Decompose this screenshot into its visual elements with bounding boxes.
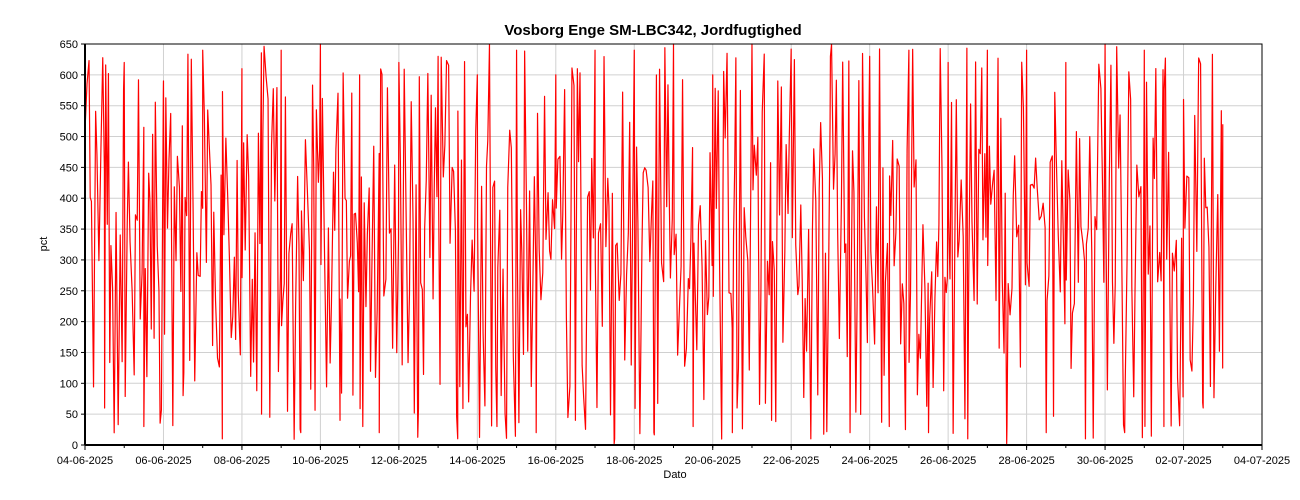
- x-tick-label: 10-06-2025: [292, 455, 348, 467]
- y-tick-label: 650: [60, 39, 78, 51]
- y-tick-label: 0: [72, 440, 78, 452]
- y-tick-label: 600: [60, 70, 78, 82]
- x-tick-label: 14-06-2025: [449, 455, 505, 467]
- y-tick-label: 450: [60, 162, 78, 174]
- y-tick-label: 550: [60, 101, 78, 113]
- y-axis-ticks: 0 50 100 150 200 250 300 350 400 450 500 550 600 650: [60, 39, 85, 452]
- series-line: [84, 43, 1224, 445]
- x-tick-label: 18-06-2025: [606, 455, 662, 467]
- x-tick-label: 08-06-2025: [214, 455, 270, 467]
- x-tick-label: 22-06-2025: [763, 455, 819, 467]
- x-tick-label: 16-06-2025: [528, 455, 584, 467]
- y-tick-label: 350: [60, 224, 78, 236]
- y-tick-label: 500: [60, 132, 78, 144]
- y-tick-label: 300: [60, 255, 78, 267]
- x-tick-label: 24-06-2025: [842, 455, 898, 467]
- x-tick-label: 30-06-2025: [1077, 455, 1133, 467]
- x-tick-label: 02-07-2025: [1155, 455, 1211, 467]
- y-tick-label: 250: [60, 286, 78, 298]
- x-tick-label: 06-06-2025: [135, 455, 191, 467]
- y-tick-label: 100: [60, 378, 78, 390]
- x-axis-title: Dato: [663, 469, 686, 481]
- y-tick-label: 200: [60, 317, 78, 329]
- x-tick-label: 28-06-2025: [998, 455, 1054, 467]
- x-tick-label: 20-06-2025: [685, 455, 741, 467]
- y-tick-label: 50: [66, 409, 78, 421]
- data-series: [84, 43, 1224, 445]
- y-tick-label: 150: [60, 347, 78, 359]
- x-tick-label: 26-06-2025: [920, 455, 976, 467]
- x-tick-label: 12-06-2025: [371, 455, 427, 467]
- y-axis-title: pct: [38, 237, 50, 252]
- chart-title: Vosborg Enge SM-LBC342, Jordfugtighed: [504, 22, 801, 39]
- x-axis-ticks: 04-06-2025 06-06-2025 08-06-2025 10-06-2025…: [57, 445, 1290, 467]
- x-tick-label: 04-06-2025: [57, 455, 113, 467]
- y-tick-label: 400: [60, 193, 78, 205]
- x-tick-label: 04-07-2025: [1234, 455, 1290, 467]
